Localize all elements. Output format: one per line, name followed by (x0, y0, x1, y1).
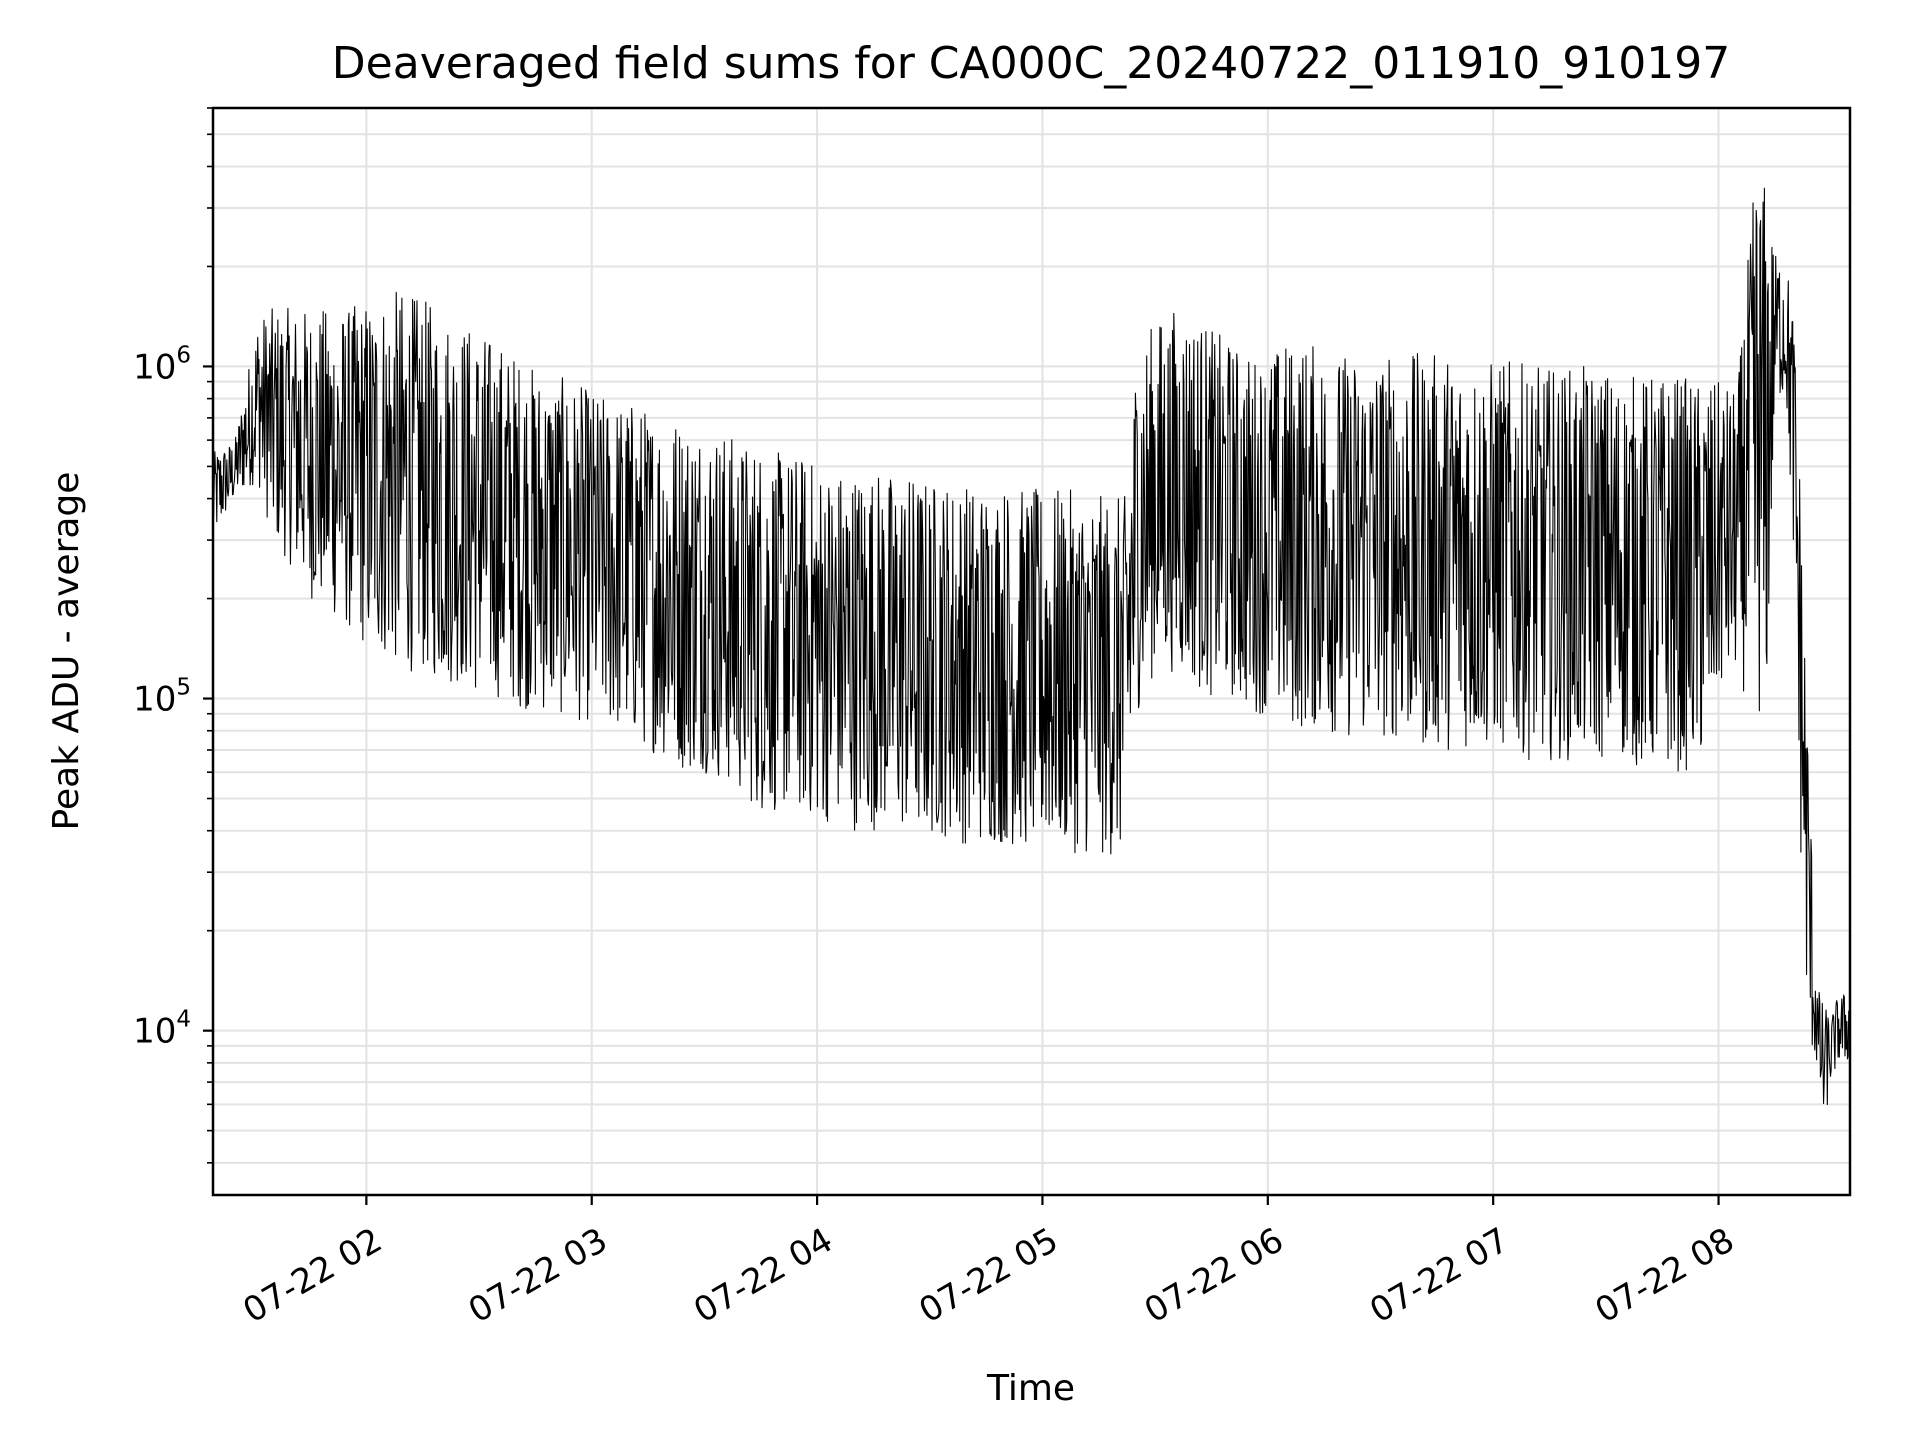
series-group (212, 187, 1851, 1105)
y-tick-base: 10 (133, 347, 176, 387)
y-tick-exponent: 5 (176, 675, 191, 701)
y-tick-exponent: 6 (176, 342, 191, 368)
y-tick-base: 10 (133, 1012, 176, 1052)
y-tick-label: 104 (133, 1007, 191, 1052)
y-tick-base: 10 (133, 680, 176, 720)
y-tick-label: 105 (133, 675, 191, 720)
x-axis-label: Time (986, 1368, 1075, 1409)
plot-frame (211, 106, 1852, 1197)
y-tick-exponent: 4 (176, 1007, 191, 1033)
y-tick-label: 106 (133, 342, 191, 387)
chart-title: Deaveraged field sums for CA000C_2024072… (332, 38, 1730, 89)
y-axis-label: Peak ADU - average (46, 472, 87, 831)
grid (213, 107, 1850, 1195)
series-line (212, 187, 1851, 1105)
